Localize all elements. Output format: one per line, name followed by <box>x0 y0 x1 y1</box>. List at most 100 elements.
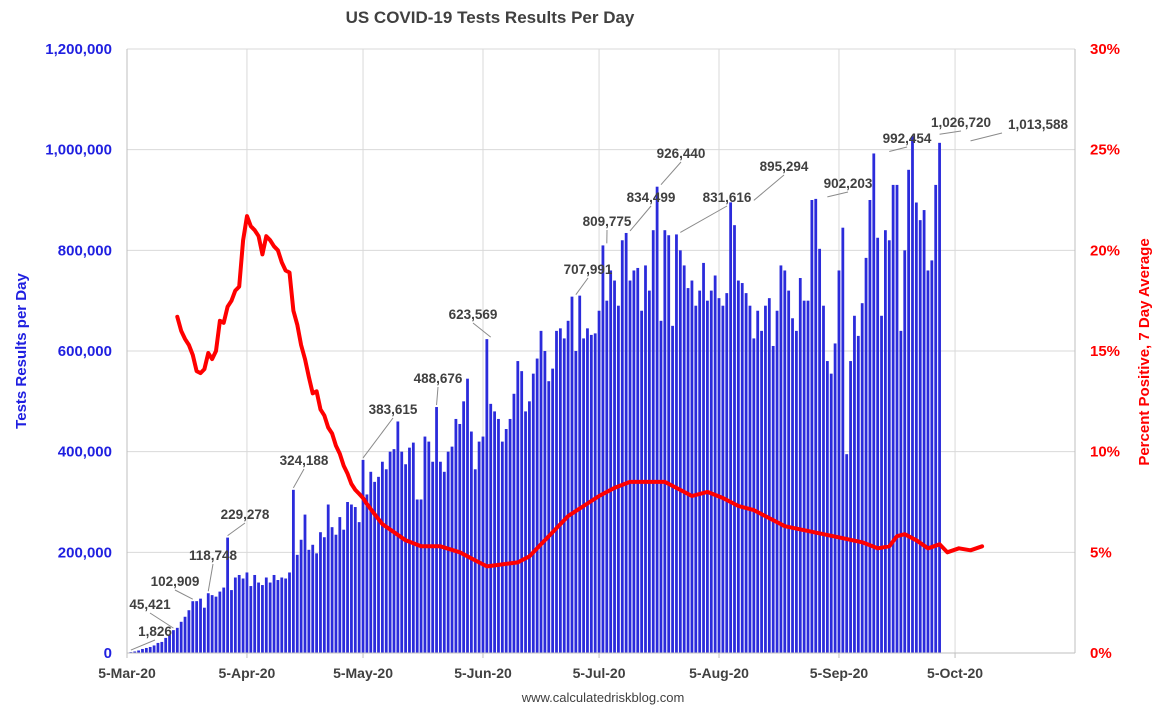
data-label-leader <box>436 386 439 406</box>
bar <box>911 136 914 654</box>
data-label: 992,454 <box>883 131 932 146</box>
bar <box>261 585 264 653</box>
bar <box>284 578 288 653</box>
bar <box>764 305 767 653</box>
bar <box>500 441 504 653</box>
bar <box>899 330 903 653</box>
data-label-leader <box>939 130 962 135</box>
x-tick-label: 5-Jul-20 <box>573 665 626 681</box>
bar <box>729 202 733 653</box>
bar <box>903 250 907 654</box>
bar-series <box>129 136 941 654</box>
bar <box>384 469 388 653</box>
bar <box>172 630 175 653</box>
bar <box>481 436 485 653</box>
bar <box>272 574 276 653</box>
bar <box>601 245 605 653</box>
bar <box>179 621 183 653</box>
bar <box>439 461 442 653</box>
data-label: 926,440 <box>657 146 706 161</box>
bar <box>868 200 872 653</box>
bar <box>624 232 628 653</box>
bar <box>810 200 814 653</box>
bar <box>264 577 268 653</box>
bar <box>798 278 802 653</box>
data-label: 118,748 <box>189 548 238 563</box>
bar <box>628 280 632 653</box>
y-tick-label-right: 20% <box>1090 242 1120 259</box>
bar <box>419 499 423 653</box>
bar <box>164 637 168 653</box>
data-label: 623,569 <box>449 307 498 322</box>
data-label: 707,991 <box>564 262 613 277</box>
bar <box>562 338 566 653</box>
bar <box>914 202 918 653</box>
bar <box>442 471 446 653</box>
y-tick-label-left: 600,000 <box>58 343 112 360</box>
data-label: 809,775 <box>583 214 632 229</box>
y-tick-label-left: 200,000 <box>58 544 112 561</box>
bar <box>771 345 775 653</box>
bar <box>218 591 222 653</box>
bar <box>802 300 806 653</box>
source-text: www.calculatedriskblog.com <box>521 690 685 705</box>
y-tick-label-left: 0 <box>104 645 112 662</box>
data-label-leader <box>207 563 214 592</box>
y-axis-label-right: Percent Positive, 7 Day Average <box>1136 238 1153 465</box>
bar <box>404 464 407 653</box>
x-tick-label: 5-Jun-20 <box>454 665 512 681</box>
bar <box>369 471 373 653</box>
bar <box>795 330 798 653</box>
bar <box>326 504 330 653</box>
bar <box>667 235 671 653</box>
bar <box>845 454 849 653</box>
data-label-leader <box>827 191 849 198</box>
x-tick-label: 5-May-20 <box>333 665 393 681</box>
bar <box>319 532 322 653</box>
bar <box>682 265 686 653</box>
bar <box>872 153 876 653</box>
bar <box>512 393 516 653</box>
bar <box>856 335 860 653</box>
bar <box>346 502 349 653</box>
bar <box>767 298 771 653</box>
bar <box>330 527 334 653</box>
bar <box>342 529 346 653</box>
bar <box>593 333 597 653</box>
bar <box>678 250 682 654</box>
y-tick-label-left: 1,000,000 <box>45 142 112 159</box>
bar <box>156 642 160 653</box>
data-label-leader <box>680 205 728 233</box>
bar <box>202 607 206 653</box>
data-label-leader <box>575 277 589 295</box>
bar <box>547 381 551 653</box>
bar <box>148 646 152 653</box>
bar <box>574 351 578 653</box>
bar <box>736 280 740 653</box>
bar <box>918 220 922 653</box>
bar <box>617 305 620 653</box>
data-label: 488,676 <box>414 371 463 386</box>
bar <box>686 288 690 653</box>
x-tick-label: 5-Sep-20 <box>810 665 869 681</box>
data-label: 102,909 <box>151 574 200 589</box>
bar <box>756 310 760 653</box>
bar <box>558 328 562 653</box>
bar <box>825 361 829 653</box>
bar <box>822 305 825 653</box>
bar <box>841 227 845 653</box>
bar <box>864 257 868 653</box>
bar <box>322 537 326 653</box>
bar <box>291 489 295 653</box>
bar <box>690 280 694 653</box>
bar <box>226 537 229 653</box>
bar <box>582 338 585 653</box>
bar <box>698 290 702 653</box>
bar <box>373 481 377 653</box>
y-tick-label-right: 5% <box>1090 544 1112 561</box>
bar <box>597 310 601 653</box>
data-label: 1,013,588 <box>1008 117 1069 132</box>
bar <box>458 423 462 653</box>
data-label-leader <box>149 612 174 629</box>
